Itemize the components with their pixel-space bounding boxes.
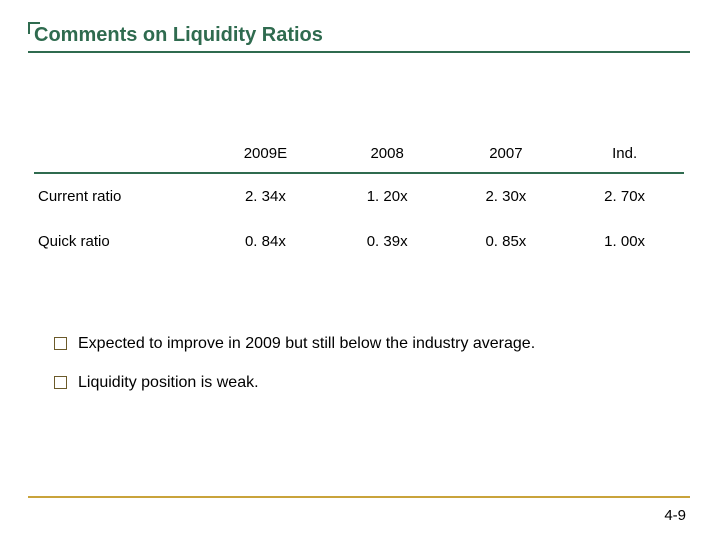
row-label: Current ratio bbox=[34, 173, 203, 219]
title-block: Comments on Liquidity Ratios bbox=[28, 22, 690, 59]
bullet-item: Liquidity position is weak. bbox=[54, 373, 690, 394]
ratios-table: 2009E 2008 2007 Ind. Current ratio 2. 34… bbox=[34, 139, 684, 264]
cell: 0. 85x bbox=[447, 219, 566, 264]
footer-rule bbox=[28, 496, 690, 498]
col-header-2007: 2007 bbox=[447, 139, 566, 173]
slide-number: 4-9 bbox=[664, 507, 686, 524]
ratios-table-wrap: 2009E 2008 2007 Ind. Current ratio 2. 34… bbox=[28, 139, 690, 264]
slide: Comments on Liquidity Ratios 2009E 2008 … bbox=[0, 0, 720, 540]
title-underline bbox=[28, 51, 690, 53]
bullet-item: Expected to improve in 2009 but still be… bbox=[54, 334, 690, 355]
slide-title: Comments on Liquidity Ratios bbox=[28, 22, 690, 47]
row-label: Quick ratio bbox=[34, 219, 203, 264]
col-header-2009e: 2009E bbox=[203, 139, 328, 173]
cell: 0. 39x bbox=[328, 219, 447, 264]
cell: 2. 34x bbox=[203, 173, 328, 219]
col-header-empty bbox=[34, 139, 203, 173]
col-header-ind: Ind. bbox=[565, 139, 684, 173]
cell: 2. 70x bbox=[565, 173, 684, 219]
col-header-2008: 2008 bbox=[328, 139, 447, 173]
cell: 1. 20x bbox=[328, 173, 447, 219]
title-corner-accent bbox=[28, 22, 40, 34]
cell: 1. 00x bbox=[565, 219, 684, 264]
table-row: Quick ratio 0. 84x 0. 39x 0. 85x 1. 00x bbox=[34, 219, 684, 264]
bullet-list: Expected to improve in 2009 but still be… bbox=[28, 334, 690, 394]
table-header-row: 2009E 2008 2007 Ind. bbox=[34, 139, 684, 173]
table-row: Current ratio 2. 34x 1. 20x 2. 30x 2. 70… bbox=[34, 173, 684, 219]
cell: 0. 84x bbox=[203, 219, 328, 264]
cell: 2. 30x bbox=[447, 173, 566, 219]
